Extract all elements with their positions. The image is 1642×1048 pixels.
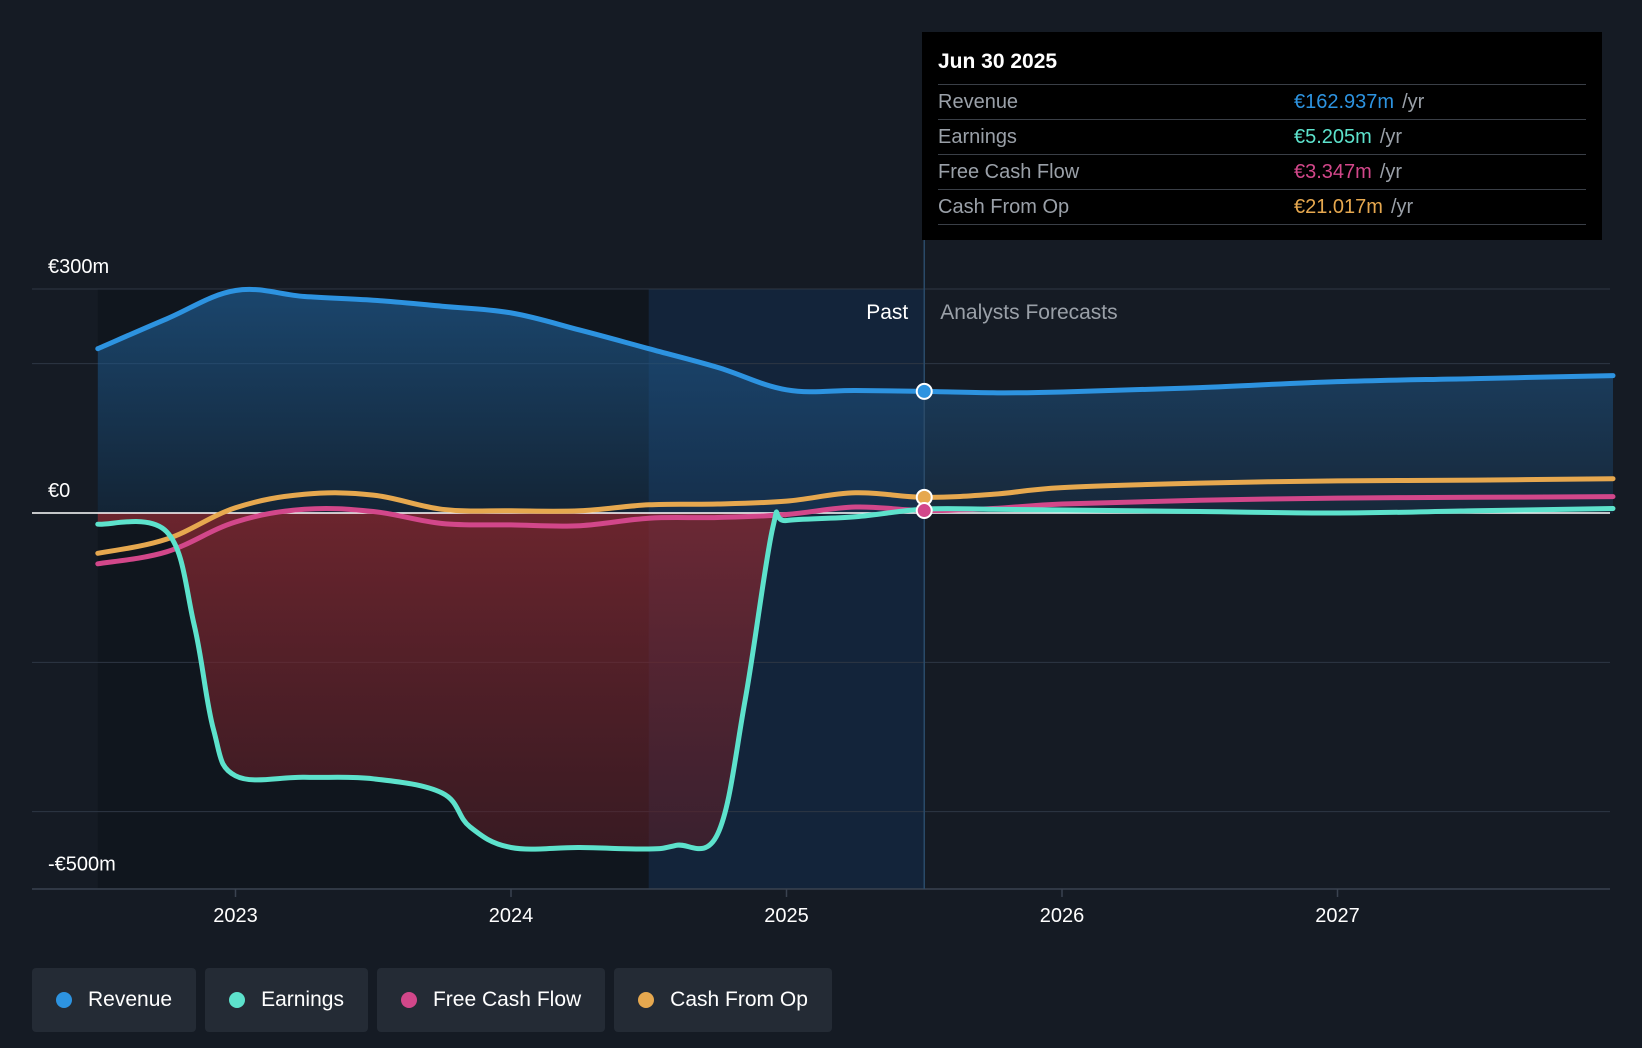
- legend-label: Earnings: [261, 988, 344, 1011]
- tooltip-row-fcf: Free Cash Flow €3.347m /yr: [938, 155, 1586, 190]
- tooltip-label: Earnings: [938, 125, 1017, 148]
- tooltip-value: €3.347m: [1294, 160, 1372, 183]
- forecast-label: Analysts Forecasts: [940, 301, 1117, 324]
- free-cash-flow-dot-icon: [400, 992, 417, 1008]
- revenue-marker: [915, 382, 933, 400]
- tooltip-value: €162.937m: [1294, 90, 1395, 113]
- tooltip-unit: /yr: [1379, 160, 1403, 183]
- earnings-dot-icon: [229, 992, 246, 1008]
- tooltip-value: €5.205m: [1294, 125, 1372, 148]
- free-cash-flow-marker: [915, 502, 933, 520]
- legend-label: Cash From Op: [670, 988, 808, 1011]
- legend-item-earnings[interactable]: Earnings: [205, 968, 368, 1032]
- financial-chart: €300m €0 -€500m 2023 2024 2025 2026 2027 Past Ana…: [32, 240, 1616, 927]
- past-label: Past: [866, 301, 908, 324]
- legend-label: Revenue: [88, 988, 173, 1011]
- y-tick-label: €300m: [48, 256, 109, 278]
- revenue-area: [97, 289, 1613, 513]
- legend-item-cash-from-op[interactable]: Cash From Op: [614, 968, 832, 1032]
- x-tick-label: 2027: [1315, 905, 1360, 927]
- tooltip-label: Revenue: [938, 90, 1019, 113]
- revenue-dot-icon: [56, 992, 72, 1008]
- x-tick-label: 2025: [764, 905, 809, 927]
- tooltip-unit: /yr: [1402, 90, 1425, 113]
- x-tick-label: 2023: [213, 905, 258, 927]
- tooltip: Jun 30 2025 Revenue €162.937m /yr Earnin…: [922, 32, 1602, 240]
- tooltip-row-earnings: Earnings €5.205m /yr: [938, 120, 1586, 155]
- earnings-negative-area: [97, 511, 787, 850]
- tooltip-row-revenue: Revenue €162.937m /yr: [938, 85, 1586, 120]
- x-tick-label: 2024: [489, 905, 534, 927]
- legend-item-revenue[interactable]: Revenue: [32, 968, 197, 1032]
- revenue-line: [95, 286, 1616, 396]
- cash-from-op-dot-icon: [638, 992, 655, 1008]
- legend-label: Free Cash Flow: [432, 988, 582, 1011]
- tooltip-date: Jun 30 2025: [938, 46, 1586, 85]
- tooltip-unit: /yr: [1379, 125, 1403, 148]
- tooltip-row-cfo: Cash From Op €21.017m /yr: [938, 190, 1586, 225]
- y-tick-label: €0: [48, 480, 70, 502]
- cash-from-op-line: [95, 476, 1616, 556]
- tooltip-label: Cash From Op: [938, 195, 1070, 218]
- legend: Revenue Earnings Free Cash Flow Cash Fro…: [32, 968, 832, 1032]
- tooltip-value: €21.017m: [1294, 195, 1383, 218]
- y-tick-label: -€500m: [48, 853, 116, 875]
- earnings-line: [95, 506, 1616, 852]
- tooltip-unit: /yr: [1390, 195, 1414, 218]
- tooltip-label: Free Cash Flow: [938, 160, 1080, 183]
- free-cash-flow-line: [95, 494, 1616, 567]
- x-tick-label: 2026: [1040, 905, 1085, 927]
- legend-item-free-cash-flow[interactable]: Free Cash Flow: [376, 968, 606, 1032]
